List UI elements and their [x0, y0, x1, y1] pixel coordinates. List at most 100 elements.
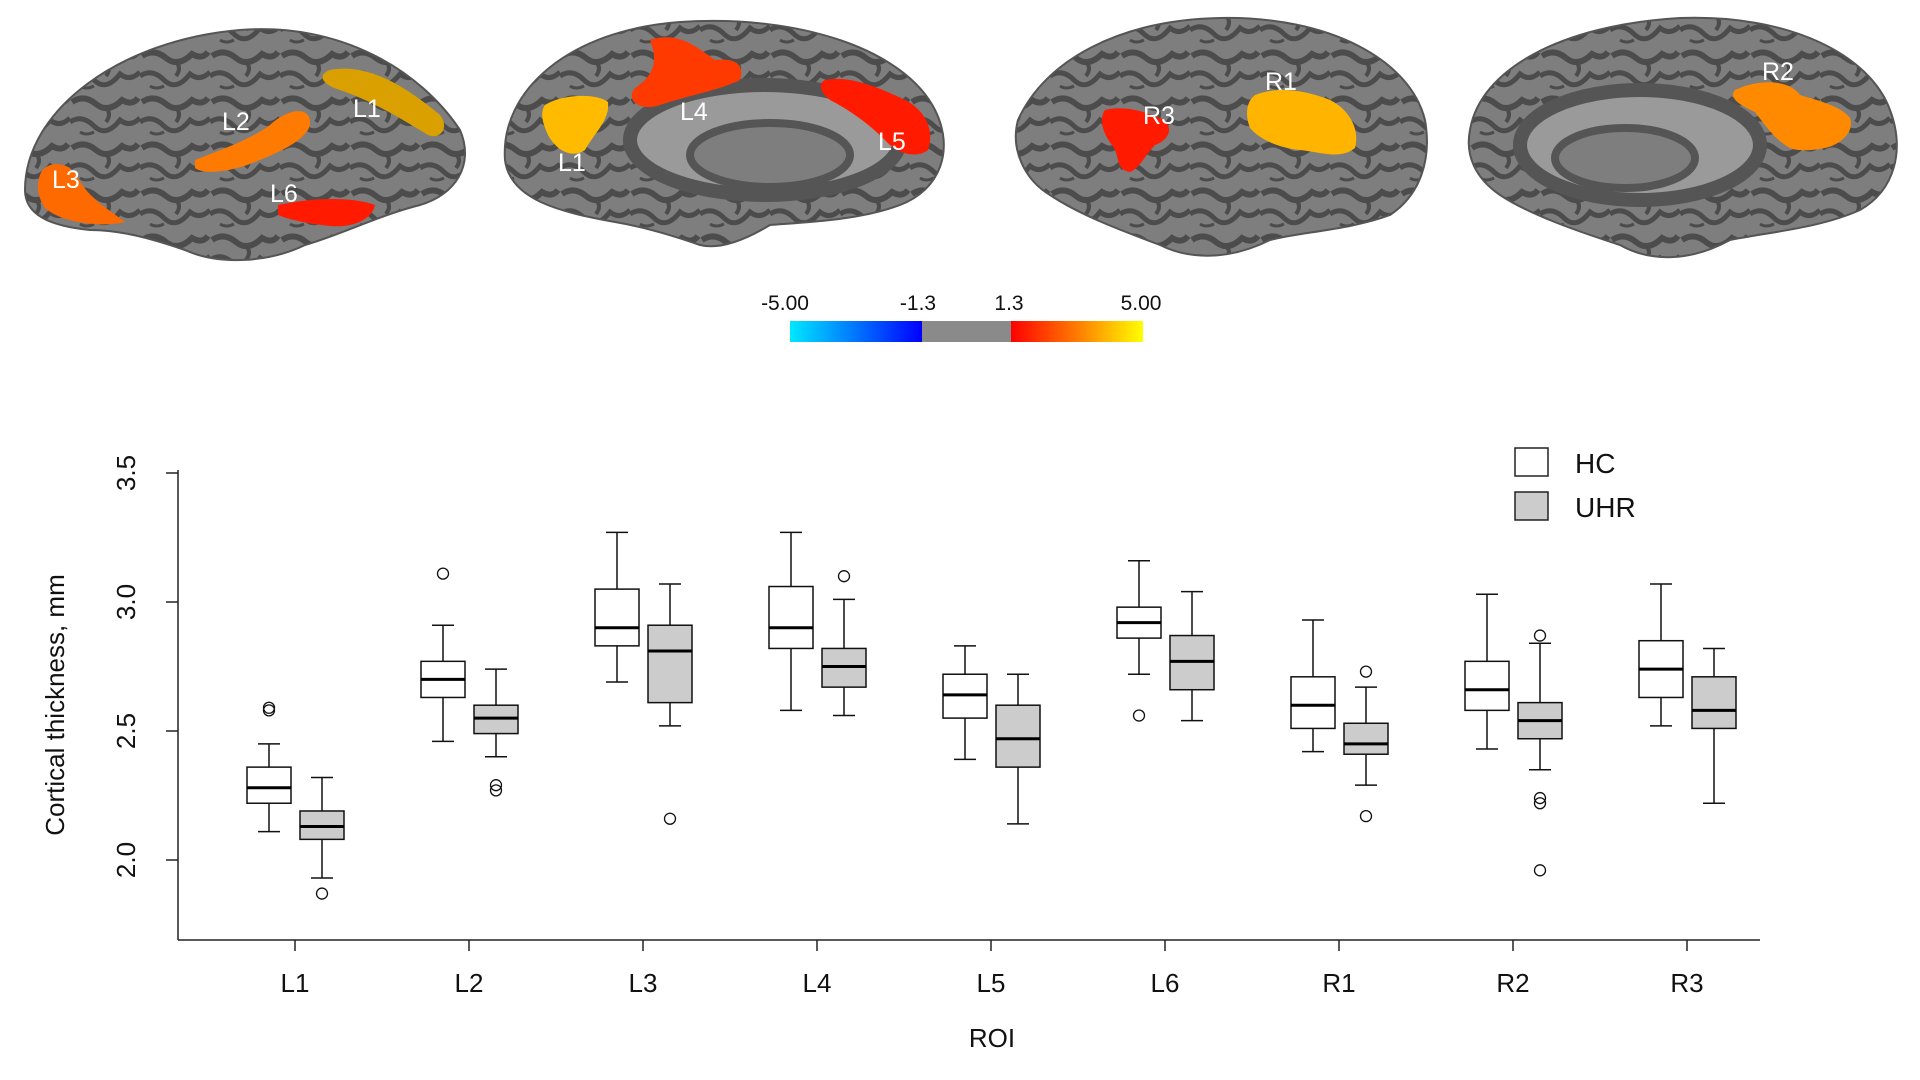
box-hc-l1 [246, 701, 292, 833]
box-hc-r1 [1290, 619, 1336, 753]
brain-right-lateral: R1 R3 [1014, 16, 1428, 257]
x-axis-title: ROI [969, 1023, 1015, 1053]
y-tick-label: 2.5 [111, 713, 141, 749]
brain-label: L4 [680, 98, 708, 126]
box-uhr-l4 [821, 570, 867, 717]
box-uhr-l1 [299, 776, 345, 900]
cluster-L2 [195, 111, 311, 172]
brain-label: L1 [353, 95, 381, 123]
colorbar-tick-label: -1.3 [900, 292, 936, 315]
outlier-point [262, 701, 276, 714]
legend-label-hc: HC [1575, 448, 1615, 479]
colorbar-gray [922, 321, 1011, 342]
outlier-point [315, 887, 329, 900]
brain-label: R2 [1762, 58, 1794, 86]
box-hc-l2 [420, 567, 466, 743]
x-tick-label: R3 [1670, 968, 1703, 998]
x-axis-ticks: L1 L2 L3 L4 L5 L6 R1 R2 R3 [281, 940, 1704, 998]
legend: HC UHR [1514, 447, 1636, 523]
x-tick-label: L1 [281, 968, 310, 998]
cluster-L4 [631, 37, 742, 108]
colorbar-tick-label: -5.00 [761, 292, 809, 315]
brain-left-medial: L1 L4 L5 [503, 19, 945, 248]
legend-label-uhr: UHR [1575, 492, 1636, 523]
outlier-point [1533, 629, 1547, 642]
brain-right-medial: R2 [1467, 16, 1898, 259]
box-iqr [1691, 676, 1737, 730]
box-uhr-l6 [1169, 590, 1215, 722]
cluster-L3 [37, 164, 125, 225]
cluster-R1 [1247, 90, 1357, 155]
y-axis-ticks: 2.0 2.5 3.0 3.5 [111, 455, 178, 878]
brain-label: L3 [52, 166, 80, 194]
box-uhr-r1 [1343, 665, 1389, 823]
outlier-point [1533, 797, 1547, 810]
brain-label: L6 [270, 180, 298, 208]
box-iqr [768, 585, 814, 650]
thalamus [1551, 124, 1699, 192]
box-hc-l3 [594, 531, 640, 683]
x-tick-label: R2 [1496, 968, 1529, 998]
outlier-point [837, 570, 851, 583]
brain-label: L5 [878, 128, 906, 156]
cluster-R2 [1732, 82, 1851, 151]
y-tick-label: 3.5 [111, 455, 141, 491]
box-hc-l4 [768, 531, 814, 712]
brain-label: L2 [222, 108, 250, 136]
x-tick-label: L4 [803, 968, 832, 998]
brain-label: R3 [1143, 102, 1175, 130]
legend-swatch-uhr [1514, 491, 1549, 521]
cluster-L5 [820, 78, 931, 155]
outlier-point [1132, 709, 1146, 722]
x-tick-label: L2 [455, 968, 484, 998]
colorbar: -5.00 -1.3 1.3 5.00 [761, 292, 1161, 342]
hemisphere-surface [1014, 16, 1428, 257]
thalamus [686, 119, 854, 191]
outlier-point [436, 567, 450, 580]
y-tick-label: 2.0 [111, 842, 141, 878]
box-uhr-l5 [995, 673, 1041, 825]
boxplot: 2.0 2.5 3.0 3.5 L1 L2 L3 L4 L5 L6 R1 R2 R3 ROI Cort… [40, 447, 1760, 1053]
box-uhr-l3 [647, 583, 693, 825]
colorbar-negative [790, 321, 922, 342]
x-tick-label: L6 [1151, 968, 1180, 998]
y-tick-label: 3.0 [111, 584, 141, 620]
box-uhr-r3 [1691, 647, 1737, 804]
brain-label: L1 [558, 149, 586, 177]
box-iqr [246, 766, 292, 804]
box-iqr [1464, 660, 1510, 712]
colorbar-tick-label: 1.3 [994, 292, 1023, 315]
x-tick-label: R1 [1322, 968, 1355, 998]
cluster-R3 [1101, 108, 1170, 172]
box-hc-r3 [1638, 583, 1684, 727]
y-axis-title: Cortical thickness, mm [40, 574, 70, 836]
outlier-point [1533, 864, 1547, 877]
box-iqr [1290, 676, 1336, 730]
box-hc-r2 [1464, 593, 1510, 750]
box-uhr-r2 [1517, 629, 1563, 877]
cluster-L1 [542, 95, 609, 154]
outlier-point [489, 779, 503, 792]
box-iqr [594, 588, 640, 647]
outlier-point [1533, 791, 1547, 805]
box-iqr [995, 704, 1041, 768]
box-hc-l6 [1116, 559, 1162, 722]
outlier-point [262, 704, 276, 717]
box-iqr [647, 624, 693, 704]
outlier-point [489, 784, 503, 797]
boxes [246, 531, 1737, 900]
colorbar-positive [1011, 321, 1143, 342]
brain-left-lateral: L1 L2 L3 L6 [23, 28, 466, 262]
brain-label: R1 [1265, 68, 1297, 96]
x-tick-label: L5 [977, 968, 1006, 998]
box-uhr-l2 [473, 668, 519, 797]
outlier-point [663, 812, 677, 825]
cluster-L6 [278, 198, 375, 227]
legend-swatch-hc [1514, 447, 1549, 477]
outlier-point [1359, 809, 1373, 823]
box-iqr [1343, 722, 1389, 755]
box-hc-l5 [942, 645, 988, 761]
outlier-point [1359, 665, 1373, 678]
x-tick-label: L3 [629, 968, 658, 998]
